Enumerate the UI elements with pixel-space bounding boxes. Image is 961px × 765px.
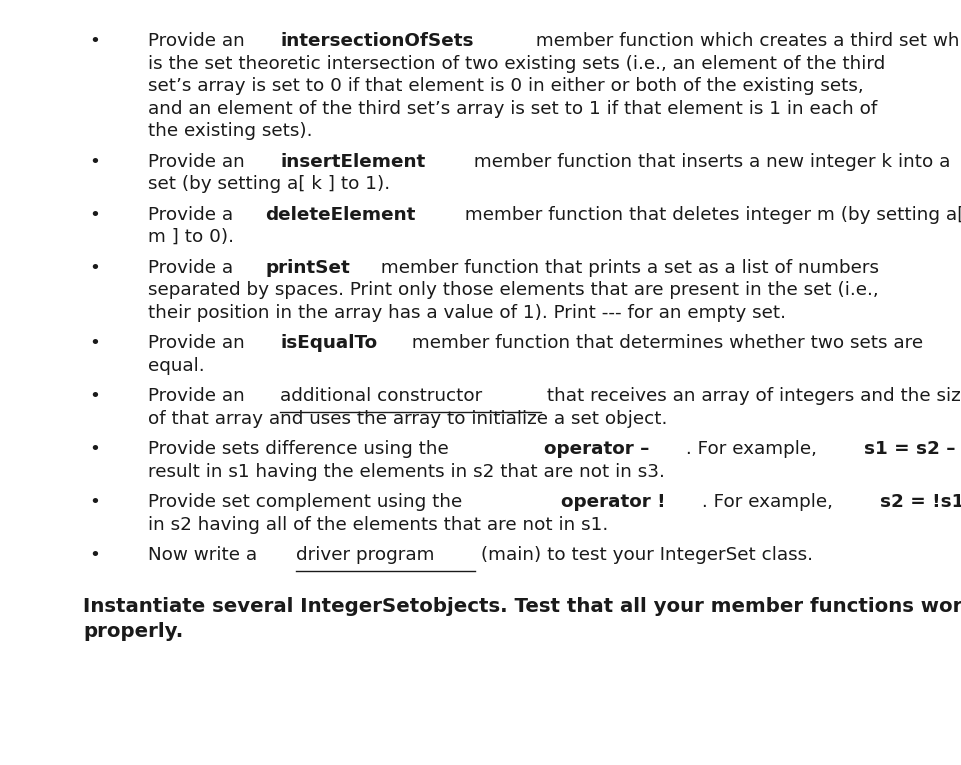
- Text: Provide a: Provide a: [148, 259, 239, 276]
- Text: printSet: printSet: [265, 259, 350, 276]
- Text: Provide an: Provide an: [148, 152, 251, 171]
- Text: Provide an: Provide an: [148, 32, 251, 50]
- Text: member function that inserts a new integer k into a: member function that inserts a new integ…: [468, 152, 950, 171]
- Text: intersectionOfSets: intersectionOfSets: [281, 32, 474, 50]
- Text: set’s array is set to 0 if that element is 0 in either or both of the existing s: set’s array is set to 0 if that element …: [148, 77, 864, 95]
- Text: that receives an array of integers and the size: that receives an array of integers and t…: [541, 387, 961, 405]
- Text: of that array and uses the array to initialize a set object.: of that array and uses the array to init…: [148, 409, 667, 428]
- Text: Provide sets difference using the: Provide sets difference using the: [148, 440, 455, 458]
- Text: member function that determines whether two sets are: member function that determines whether …: [406, 334, 923, 352]
- Text: Provide an: Provide an: [148, 334, 251, 352]
- Text: member function which creates a third set which: member function which creates a third se…: [530, 32, 961, 50]
- Text: isEqualTo: isEqualTo: [281, 334, 378, 352]
- Text: Provide set complement using the: Provide set complement using the: [148, 493, 468, 511]
- Text: Provide a: Provide a: [148, 206, 239, 223]
- Text: •: •: [89, 334, 101, 352]
- Text: set (by setting a[ k ] to 1).: set (by setting a[ k ] to 1).: [148, 175, 390, 193]
- Text: and an element of the third set’s array is set to 1 if that element is 1 in each: and an element of the third set’s array …: [148, 99, 877, 118]
- Text: •: •: [89, 32, 101, 50]
- Text: result in s1 having the elements in s2 that are not in s3.: result in s1 having the elements in s2 t…: [148, 463, 665, 480]
- Text: . For example,: . For example,: [696, 493, 839, 511]
- Text: m ] to 0).: m ] to 0).: [148, 228, 234, 246]
- Text: operator –: operator –: [544, 440, 649, 458]
- Text: Instantiate several IntegerSetobjects. Test that all your member functions work: Instantiate several IntegerSetobjects. T…: [83, 597, 961, 616]
- Text: member function that deletes integer m (by setting a[: member function that deletes integer m (…: [459, 206, 961, 223]
- Text: in s2 having all of the elements that are not in s1.: in s2 having all of the elements that ar…: [148, 516, 608, 533]
- Text: separated by spaces. Print only those elements that are present in the set (i.e.: separated by spaces. Print only those el…: [148, 281, 878, 299]
- Text: is the set theoretic intersection of two existing sets (i.e., an element of the : is the set theoretic intersection of two…: [148, 54, 885, 73]
- Text: the existing sets).: the existing sets).: [148, 122, 312, 140]
- Text: •: •: [89, 259, 101, 276]
- Text: (main) to test your IntegerSet class.: (main) to test your IntegerSet class.: [475, 546, 813, 564]
- Text: their position in the array has a value of 1). Print --- for an empty set.: their position in the array has a value …: [148, 304, 786, 321]
- Text: s2 = !s1: s2 = !s1: [880, 493, 961, 511]
- Text: insertElement: insertElement: [281, 152, 426, 171]
- Text: operator !: operator !: [561, 493, 666, 511]
- Text: driver program: driver program: [296, 546, 435, 564]
- Text: Now write a: Now write a: [148, 546, 263, 564]
- Text: •: •: [89, 152, 101, 171]
- Text: •: •: [89, 440, 101, 458]
- Text: Provide an: Provide an: [148, 387, 251, 405]
- Text: s1 = s2 – s3: s1 = s2 – s3: [864, 440, 961, 458]
- Text: •: •: [89, 546, 101, 564]
- Text: •: •: [89, 493, 101, 511]
- Text: •: •: [89, 206, 101, 223]
- Text: deleteElement: deleteElement: [265, 206, 416, 223]
- Text: member function that prints a set as a list of numbers: member function that prints a set as a l…: [375, 259, 878, 276]
- Text: properly.: properly.: [83, 623, 184, 641]
- Text: . For example,: . For example,: [679, 440, 823, 458]
- Text: equal.: equal.: [148, 356, 205, 375]
- Text: additional constructor: additional constructor: [281, 387, 482, 405]
- Text: •: •: [89, 387, 101, 405]
